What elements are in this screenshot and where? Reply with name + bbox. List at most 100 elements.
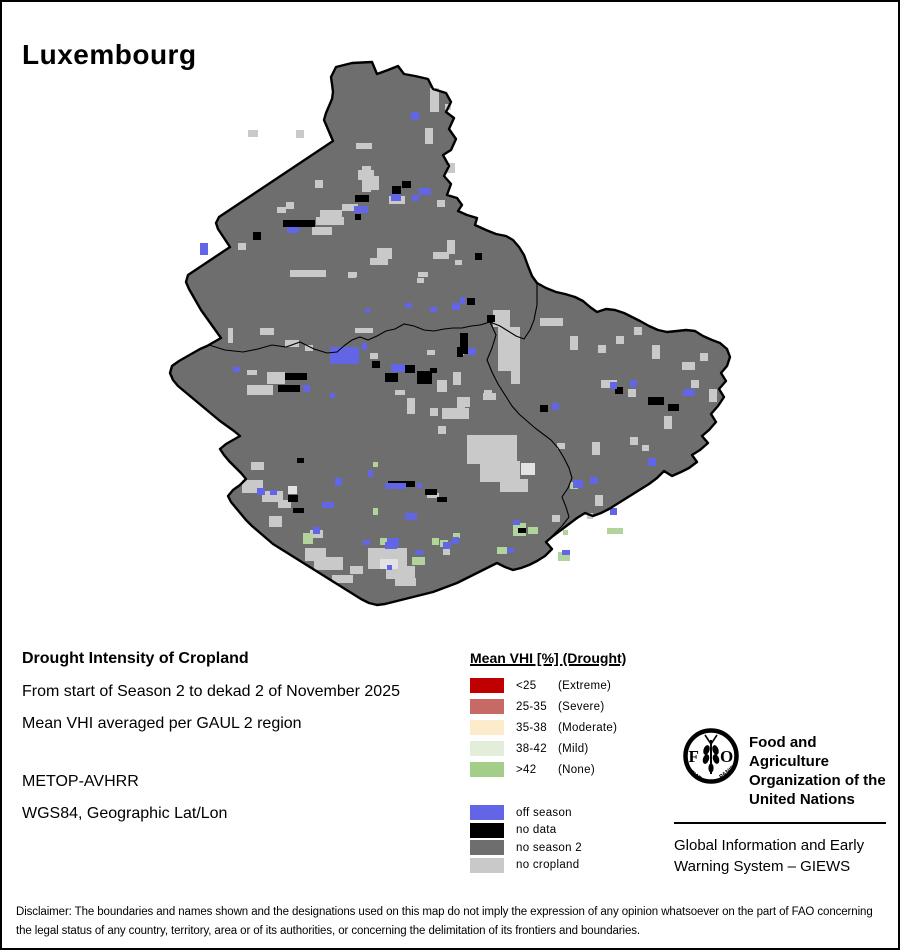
map-cell-no-cropland — [377, 248, 392, 259]
map-cell-no-cropland — [457, 397, 470, 407]
map-cell-no-cropland — [453, 372, 461, 385]
map-cell-no-data — [392, 186, 401, 195]
map-cell-off-season — [385, 483, 406, 489]
map-cell-no-cropland — [652, 345, 660, 359]
legend-swatch — [470, 699, 504, 714]
map-cell-no-data — [372, 361, 380, 368]
legend-label: (None) — [558, 763, 595, 776]
map-cell-vhi-none-green — [607, 528, 623, 534]
map-cell-off-season — [405, 513, 417, 520]
map-cell-no-cropland — [269, 516, 282, 527]
map-cell-no-cropland — [386, 566, 415, 579]
map-cell-no-cropland — [691, 380, 699, 388]
map-aggregation-line: Mean VHI averaged per GAUL 2 region — [22, 715, 302, 732]
map-cell-no-cropland — [443, 548, 450, 555]
map-cell-no-cropland — [286, 202, 294, 209]
map-cell-no-cropland — [480, 461, 520, 482]
legend: Mean VHI [%] (Drought) <25 (Extreme) 25-35… — [470, 650, 680, 874]
map-cell-no-cropland — [447, 163, 455, 173]
map-cell-off-season — [387, 565, 392, 570]
map-cell-off-season — [270, 490, 277, 495]
map-cell-off-season — [200, 243, 208, 255]
legend-title: Mean VHI [%] (Drought) — [470, 650, 627, 666]
map-cell-off-season — [287, 227, 299, 233]
map-cell-no-data — [437, 497, 447, 502]
map-cell-no-cropland — [290, 270, 326, 277]
legend-swatch — [470, 822, 504, 838]
map-cell-off-season — [335, 478, 342, 486]
map-cell-no-cropland — [437, 200, 445, 207]
map-cell-off-season — [683, 389, 695, 396]
legend-swatch — [470, 805, 504, 821]
legend-label: (Moderate) — [558, 721, 618, 734]
legend-range: 38-42 — [516, 742, 547, 755]
country-border — [168, 60, 732, 607]
map-cell-off-season — [430, 307, 437, 312]
legend-swatch — [470, 720, 504, 735]
map-cell-no-cropland — [437, 380, 447, 392]
legend-swatch — [470, 741, 504, 756]
map-cell-no-cropland — [595, 495, 603, 506]
legend-swatch — [470, 762, 504, 777]
projection-line: WGS84, Geographic Lat/Lon — [22, 805, 228, 822]
map-cell-vhi-none-green — [432, 538, 439, 545]
legend-swatch — [470, 678, 504, 693]
map-cell-off-season — [303, 385, 310, 392]
map-cell-off-season — [573, 480, 583, 488]
map-cell-off-season — [322, 502, 334, 508]
legend-range: 25-35 — [516, 700, 547, 713]
map-cell-no-cropland — [238, 243, 246, 250]
map-cell-no-data — [457, 347, 463, 357]
map-cell-no-data — [430, 368, 437, 373]
map-cell-vhi-none-green — [412, 557, 425, 565]
map-cell-no-cropland — [395, 390, 405, 395]
map-cell-off-season — [419, 188, 431, 195]
map-cell-no-cropland — [598, 345, 606, 353]
map-cell-no-cropland — [316, 217, 344, 225]
map-cell-no-cropland — [371, 176, 379, 190]
map-cell-off-season — [313, 527, 320, 534]
map-cell-no-data — [290, 497, 296, 502]
map-cell-no-cropland — [709, 389, 717, 402]
map-cell-no-data — [460, 333, 468, 354]
map-cell-no-cropland — [320, 210, 342, 217]
legend-row: 35-38 (Moderate) — [470, 717, 680, 738]
legend-row: >42 (None) — [470, 759, 680, 780]
map-cell-no-cropland — [407, 398, 415, 414]
legend-row: 38-42 (Mild) — [470, 738, 680, 759]
map-cell-no-cropland — [277, 207, 286, 213]
disclaimer-text: Disclaimer: The boundaries and names sho… — [16, 906, 873, 937]
map-cell-no-cropland — [315, 180, 323, 188]
map-cell-no-cropland — [467, 435, 517, 464]
map-cell-no-data — [467, 298, 475, 305]
map-cell-off-season — [330, 347, 359, 364]
fao-letter-f: F — [689, 747, 699, 766]
map-cell-vhi-none-green — [497, 547, 507, 554]
map-cell-no-cropland — [616, 336, 624, 344]
legend-row: <25 (Extreme) — [470, 675, 680, 696]
legend-label: no season 2 — [516, 841, 582, 854]
map-cell-no-cropland — [498, 327, 520, 371]
map-cell-no-data — [297, 458, 304, 463]
map-cell-no-cropland — [395, 578, 416, 586]
legend-other-classes: off season no data no season 2 no cropland — [470, 804, 680, 874]
map-cell-no-cropland — [430, 408, 438, 416]
fao-block: F O FIAT PANIS Food and Agriculture Orga… — [674, 728, 888, 877]
map-cell-no-data — [475, 253, 482, 260]
map-cell-no-data — [518, 528, 526, 533]
map-cell-no-cropland — [500, 479, 528, 492]
map-cell-no-cropland — [228, 328, 233, 343]
map-cell-no-cropland — [552, 515, 560, 522]
map-cell-no-cropland — [642, 445, 649, 451]
map-cell-no-cropland — [247, 385, 273, 395]
map-cell-no-cropland — [370, 258, 388, 265]
map-cell-no-cropland — [356, 143, 372, 149]
legend-range: <25 — [516, 679, 537, 692]
map-cell-off-season — [330, 393, 335, 398]
map-cell-no-cropland — [664, 416, 672, 429]
map-cell-vhi-none-green — [380, 538, 387, 545]
map-cell-off-season — [405, 303, 412, 308]
legend-row: no cropland — [470, 857, 680, 875]
map-cell-off-season — [368, 470, 373, 477]
